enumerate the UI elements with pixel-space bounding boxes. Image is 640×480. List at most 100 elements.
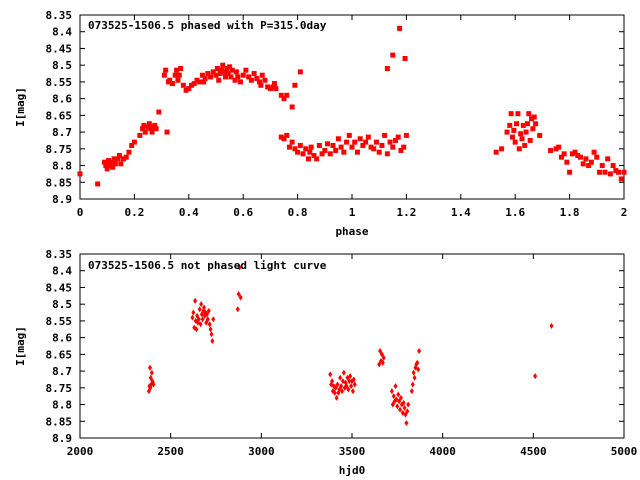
data-point bbox=[333, 384, 338, 391]
data-point bbox=[147, 364, 152, 371]
data-point bbox=[196, 316, 201, 323]
y-tick-label: 8.35 bbox=[46, 9, 73, 22]
data-point bbox=[330, 378, 335, 385]
y-tick-label: 8.35 bbox=[46, 248, 73, 261]
data-point bbox=[180, 82, 186, 88]
x-tick-label: 1.6 bbox=[505, 206, 525, 219]
x-axis-label: phase bbox=[335, 225, 368, 238]
data-point bbox=[411, 369, 416, 376]
data-point bbox=[183, 87, 189, 93]
data-point bbox=[106, 158, 112, 164]
data-point bbox=[621, 169, 627, 175]
data-point bbox=[527, 137, 533, 143]
x-tick-label: 3500 bbox=[339, 445, 366, 458]
data-point bbox=[391, 393, 396, 400]
data-point bbox=[607, 171, 613, 177]
data-point bbox=[384, 151, 390, 157]
data-point bbox=[209, 331, 214, 338]
data-point bbox=[161, 72, 167, 78]
data-point bbox=[352, 381, 357, 388]
data-point bbox=[339, 383, 344, 390]
data-point bbox=[401, 399, 406, 406]
data-point bbox=[523, 129, 529, 135]
data-point bbox=[398, 147, 404, 153]
data-point bbox=[259, 72, 265, 78]
data-point bbox=[405, 408, 410, 415]
data-point bbox=[286, 144, 292, 150]
data-point bbox=[175, 77, 181, 83]
data-point bbox=[350, 388, 355, 395]
data-point bbox=[597, 169, 603, 175]
data-point bbox=[217, 71, 223, 77]
data-point bbox=[237, 79, 243, 85]
data-point bbox=[341, 149, 347, 155]
data-point bbox=[368, 144, 374, 150]
data-point bbox=[333, 147, 339, 153]
data-point bbox=[295, 149, 301, 155]
data-point bbox=[415, 359, 420, 366]
data-point bbox=[153, 126, 159, 132]
data-point bbox=[208, 326, 213, 333]
y-tick-label: 8.6 bbox=[52, 93, 72, 106]
data-point bbox=[341, 369, 346, 376]
data-point bbox=[305, 156, 311, 162]
y-tick-label: 8.5 bbox=[52, 298, 72, 311]
data-point bbox=[200, 316, 205, 323]
data-point bbox=[533, 121, 539, 127]
data-point bbox=[613, 168, 619, 174]
data-point bbox=[197, 79, 203, 85]
data-point bbox=[126, 149, 132, 155]
data-point bbox=[202, 76, 208, 82]
data-point bbox=[214, 66, 220, 72]
data-point bbox=[123, 154, 129, 160]
data-point bbox=[303, 146, 309, 152]
data-point bbox=[221, 69, 227, 75]
y-tick-label: 8.45 bbox=[46, 42, 73, 55]
data-point bbox=[347, 378, 352, 385]
data-point bbox=[235, 74, 241, 80]
data-point bbox=[397, 398, 402, 405]
data-point bbox=[148, 126, 154, 132]
data-point bbox=[588, 159, 594, 165]
data-point bbox=[605, 156, 611, 162]
data-point bbox=[267, 86, 273, 92]
y-tick-label: 8.4 bbox=[52, 26, 72, 39]
data-point bbox=[292, 82, 298, 88]
data-point bbox=[190, 314, 195, 321]
x-tick-label: 1.8 bbox=[560, 206, 580, 219]
data-point bbox=[401, 144, 407, 150]
data-point bbox=[384, 66, 390, 72]
data-point bbox=[412, 374, 417, 381]
data-point bbox=[202, 304, 207, 311]
data-point bbox=[300, 151, 306, 157]
y-tick-label: 8.8 bbox=[52, 160, 72, 173]
data-point bbox=[616, 169, 622, 175]
unphased-light-curve-panel: 2000 2500 3000 3500 4000 4500 5000 8.35 8.4 8.45… bbox=[14, 248, 637, 477]
data-points bbox=[77, 25, 627, 187]
data-point bbox=[340, 388, 345, 395]
data-point bbox=[335, 381, 340, 388]
plot-frame bbox=[79, 253, 625, 439]
data-point bbox=[594, 154, 600, 160]
data-point bbox=[393, 137, 399, 143]
data-point bbox=[381, 354, 386, 361]
data-point bbox=[189, 82, 195, 88]
data-point bbox=[499, 146, 505, 152]
data-point bbox=[531, 114, 537, 120]
data-point bbox=[520, 122, 526, 128]
data-point bbox=[580, 161, 586, 167]
data-point bbox=[210, 337, 215, 344]
y-tick-label: 8.9 bbox=[52, 193, 72, 206]
data-point bbox=[380, 359, 385, 366]
x-tick-label: 1 bbox=[349, 206, 356, 219]
data-point bbox=[406, 401, 411, 408]
data-point bbox=[152, 122, 158, 128]
x-tick-label: 5000 bbox=[611, 445, 638, 458]
data-point bbox=[238, 294, 243, 301]
data-point bbox=[390, 144, 396, 150]
data-point bbox=[229, 67, 235, 73]
data-point bbox=[363, 139, 369, 145]
data-point bbox=[371, 146, 377, 152]
data-point bbox=[199, 301, 204, 308]
